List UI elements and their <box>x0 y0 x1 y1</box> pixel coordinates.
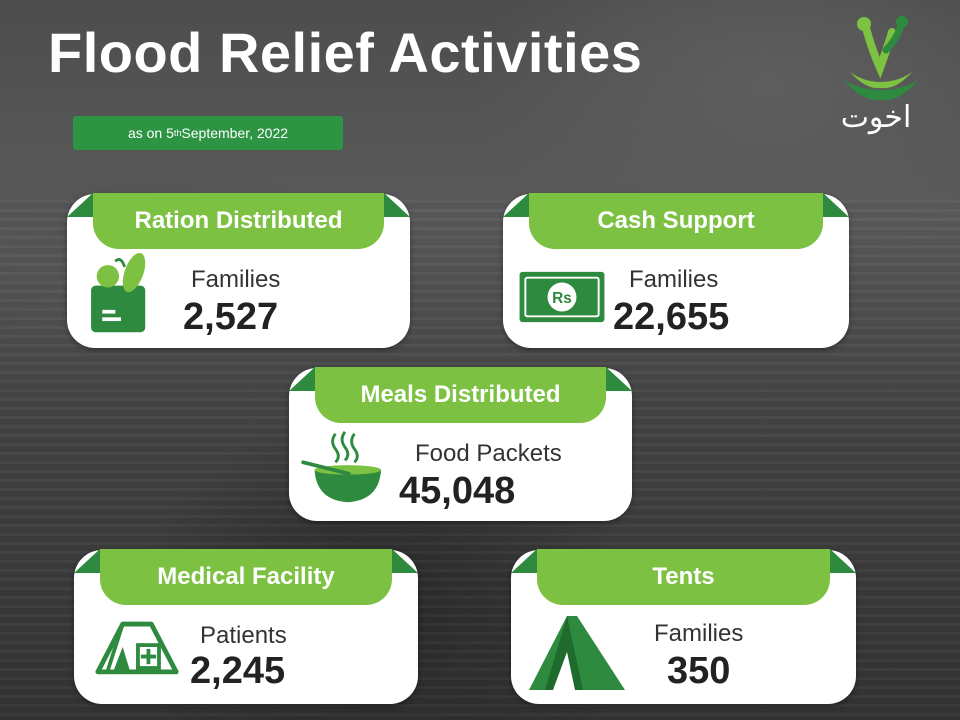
ration-value: 2,527 <box>183 296 279 338</box>
medical-unit: Patients <box>200 622 287 649</box>
medical-value: 2,245 <box>190 650 286 692</box>
ribbon-fold <box>392 549 418 573</box>
ration-unit: Families <box>191 266 281 293</box>
meals-card-title: Meals Distributed <box>315 367 606 423</box>
cash-unit: Families <box>629 266 719 293</box>
meals-value: 45,048 <box>399 470 516 512</box>
cash-card: Cash Support Rs Families 22,655 <box>503 193 849 348</box>
date-suffix: September, 2022 <box>181 125 289 141</box>
akhuwat-logo-icon <box>844 16 918 101</box>
medical-card: Medical Facility Patients 2,245 <box>74 549 418 704</box>
tents-unit: Families <box>654 620 744 647</box>
medical-tent-icon <box>95 621 179 675</box>
ribbon-fold <box>67 193 93 217</box>
ribbon-fold <box>384 193 410 217</box>
date-prefix: as on 5 <box>127 125 174 141</box>
ribbon-fold <box>503 193 529 217</box>
food-bowl-icon <box>301 431 382 503</box>
ration-card-title: Ration Distributed <box>93 193 384 249</box>
ribbon-fold <box>511 549 537 573</box>
ribbon-fold <box>606 367 632 391</box>
tents-card-title: Tents <box>537 549 830 605</box>
grocery-bag-icon <box>91 252 146 333</box>
cash-value: 22,655 <box>613 296 730 338</box>
meals-unit: Food Packets <box>415 440 562 467</box>
medical-card-title: Medical Facility <box>100 549 392 605</box>
rupee-banknote-icon: Rs <box>519 271 605 323</box>
meals-card: Meals Distributed Food Packets 45,048 <box>289 367 632 521</box>
ribbon-fold <box>289 367 315 391</box>
svg-text:Rs: Rs <box>552 290 572 307</box>
tents-card: Tents Families 350 <box>511 549 856 704</box>
date-superscript: th <box>173 128 182 138</box>
ribbon-fold <box>823 193 849 217</box>
ribbon-fold <box>74 549 100 573</box>
ribbon-fold <box>830 549 856 573</box>
logo-text: اخوت <box>840 100 912 135</box>
page-title: Flood Relief Activities <box>48 21 643 84</box>
tents-value: 350 <box>667 650 731 692</box>
ration-card: Ration Distributed Families 2,527 <box>67 193 410 348</box>
tent-icon <box>529 616 625 690</box>
cash-card-title: Cash Support <box>529 193 823 249</box>
